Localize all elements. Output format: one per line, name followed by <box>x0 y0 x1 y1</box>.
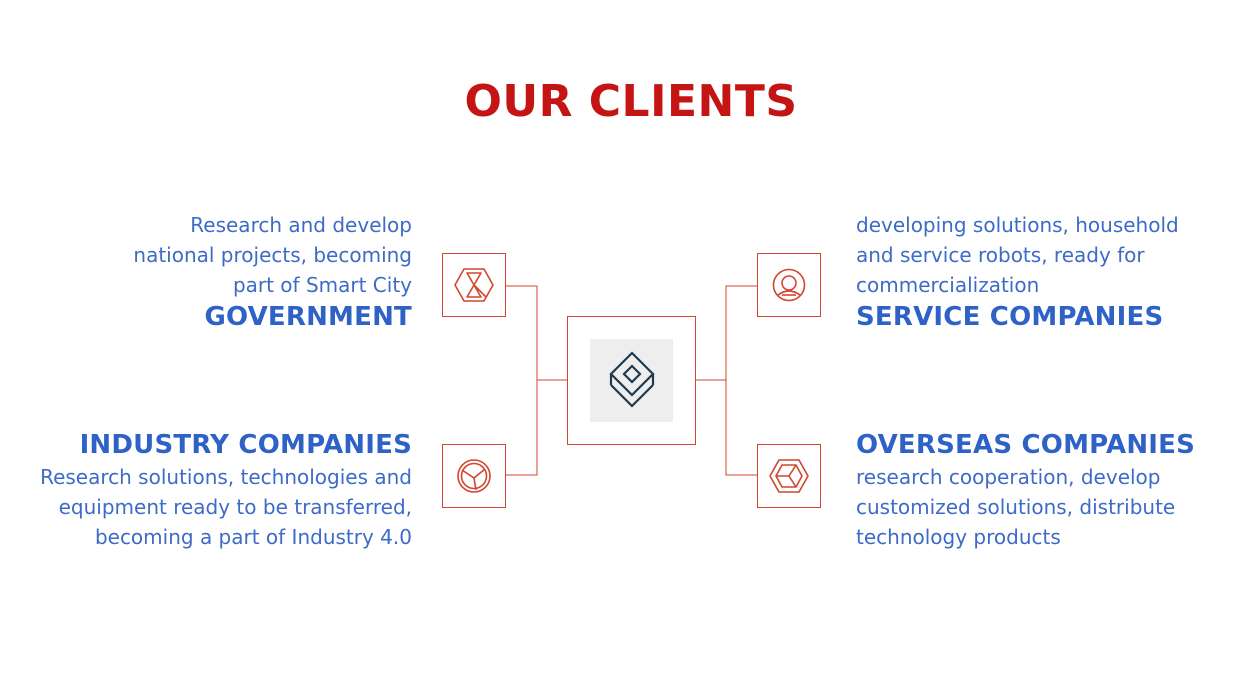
description-line: Research solutions, technologies and <box>40 465 412 489</box>
description-line: customized solutions, distribute <box>856 495 1176 519</box>
government-heading: GOVERNMENT <box>204 302 412 332</box>
robot-head-icon <box>772 268 806 302</box>
description-line: national projects, becoming <box>133 243 412 267</box>
description-line: developing solutions, household <box>856 213 1179 237</box>
service-icon-box <box>757 253 821 317</box>
hexagon-hourglass-icon <box>454 268 494 302</box>
overseas-heading: OVERSEAS COMPANIES <box>856 430 1196 460</box>
aperture-circle-icon <box>457 459 491 493</box>
description-line: part of Smart City <box>232 273 412 297</box>
layered-diamond-logo-icon <box>608 350 655 408</box>
connector-overseas <box>725 380 757 476</box>
description-line: equipment ready to be transferred, <box>58 495 412 519</box>
industry-description: Research solutions, technologies and equ… <box>20 462 412 552</box>
connector-industry <box>506 380 538 476</box>
service-heading: SERVICE COMPANIES <box>856 302 1164 332</box>
description-line: Research and develop <box>190 213 412 237</box>
client-service-companies: developing solutions, household and serv… <box>856 210 1216 334</box>
overseas-icon-box <box>757 444 821 508</box>
government-icon-box <box>442 253 506 317</box>
connector-service <box>696 285 757 381</box>
description-line: research cooperation, develop <box>856 465 1161 489</box>
center-logo-box <box>567 316 696 445</box>
connector-government <box>506 285 567 381</box>
industry-icon-box <box>442 444 506 508</box>
center-logo-background <box>590 339 673 422</box>
hexagon-cube-icon <box>769 459 809 493</box>
description-line: and service robots, ready for <box>856 243 1145 267</box>
page-title: OUR CLIENTS <box>464 76 798 127</box>
description-line: becoming a part of Industry 4.0 <box>94 525 412 549</box>
government-description: Research and develop national projects, … <box>52 210 412 300</box>
client-overseas-companies: OVERSEAS COMPANIES research cooperation,… <box>856 428 1196 552</box>
service-description: developing solutions, household and serv… <box>856 210 1216 300</box>
industry-heading: INDUSTRY COMPANIES <box>79 430 412 460</box>
description-line: technology products <box>856 525 1061 549</box>
description-line: commercialization <box>856 273 1040 297</box>
client-industry-companies: INDUSTRY COMPANIES Research solutions, t… <box>20 428 412 552</box>
client-government: Research and develop national projects, … <box>52 210 412 334</box>
overseas-description: research cooperation, develop customized… <box>856 462 1196 552</box>
